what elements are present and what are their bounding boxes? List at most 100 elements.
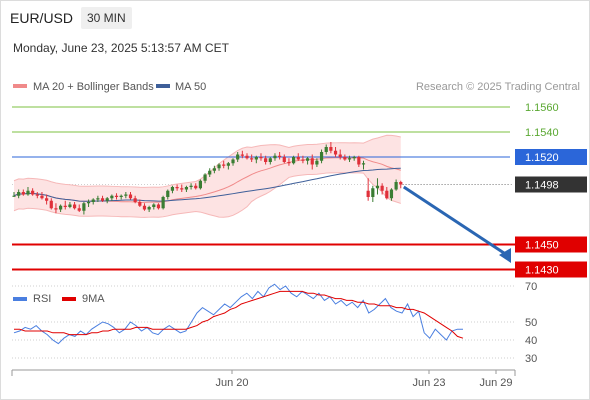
- candle-body: [119, 195, 123, 197]
- candle-body: [212, 168, 216, 171]
- candle-body: [394, 182, 398, 190]
- candle-body: [82, 203, 86, 211]
- candle-body: [301, 159, 305, 161]
- candle-body: [138, 202, 142, 206]
- rsi-tick-50: 50: [525, 317, 537, 329]
- candle-body: [184, 187, 189, 190]
- candle-body: [180, 188, 184, 190]
- candle-body: [324, 147, 328, 152]
- candle-body: [40, 195, 44, 199]
- candle-body: [338, 154, 342, 157]
- ma50-legend-swatch: [156, 84, 170, 88]
- bollinger-lower: [13, 172, 401, 218]
- rsi-legend-label: RSI: [33, 293, 51, 305]
- candle-body: [128, 194, 133, 199]
- candle-body: [59, 205, 63, 210]
- candle-body: [273, 155, 277, 159]
- rsi-tick-30: 30: [525, 353, 537, 365]
- level-label-1.1520: 1.1520: [525, 152, 559, 164]
- candle-body: [310, 158, 314, 165]
- candle-body: [166, 190, 170, 197]
- candle-body: [91, 199, 95, 202]
- rsi-line: [13, 283, 463, 345]
- candle-body: [175, 187, 179, 189]
- x-tick-label: Jun 29: [479, 377, 512, 389]
- level-label-1.1450: 1.1450: [525, 240, 559, 252]
- level-box-1.1520: [515, 149, 587, 165]
- candle-body: [72, 204, 77, 209]
- candle-body: [259, 157, 263, 159]
- candle-body: [231, 159, 235, 164]
- candle-body: [352, 157, 356, 159]
- candle-body: [49, 200, 53, 209]
- candle-body: [26, 190, 30, 195]
- candle-body: [240, 154, 244, 156]
- candle-body: [63, 205, 67, 207]
- candle-body: [208, 170, 212, 175]
- forecast-arrow: [402, 185, 508, 257]
- candle-body: [86, 202, 91, 204]
- timestamp: Monday, June 23, 2025 5:13:57 AM CET: [13, 41, 229, 55]
- level-box-1.1430: [515, 261, 587, 278]
- credit-text: Research © 2025 Trading Central: [416, 81, 580, 93]
- ma20-legend-label: MA 20 + Bollinger Bands: [33, 81, 154, 93]
- candle-body: [21, 192, 25, 195]
- candle-body: [156, 204, 161, 209]
- ma50-line: [13, 167, 401, 202]
- candle-body: [226, 163, 230, 166]
- candle-body: [31, 190, 35, 195]
- candle-body: [54, 208, 58, 210]
- candle-body: [287, 162, 291, 164]
- candle-body: [343, 157, 347, 160]
- candle-body: [152, 204, 156, 207]
- candle-body: [385, 190, 389, 199]
- candle-body: [357, 157, 361, 165]
- candle-body: [292, 157, 296, 164]
- last-price-box: [515, 176, 587, 193]
- x-tick-label: Jun 20: [215, 377, 248, 389]
- rsi-tick-40: 40: [525, 335, 537, 347]
- candle-body: [366, 190, 370, 197]
- candle-body: [124, 194, 128, 196]
- candle-body: [305, 158, 310, 161]
- candle-body: [315, 160, 319, 165]
- candle-body: [268, 158, 272, 162]
- candle-body: [361, 163, 366, 165]
- candle-body: [142, 205, 147, 210]
- candle-body: [282, 157, 286, 162]
- candle-body: [264, 158, 268, 162]
- candle-body: [371, 188, 375, 197]
- candle-body: [203, 174, 207, 181]
- candle-body: [105, 198, 109, 201]
- candle-body: [389, 189, 394, 199]
- bollinger-band: [14, 135, 401, 218]
- candle-body: [77, 208, 81, 211]
- candle-body: [333, 150, 338, 155]
- candle-body: [254, 157, 258, 160]
- candle-body: [17, 192, 21, 196]
- bollinger-upper: [13, 134, 401, 188]
- timeframe-badge[interactable]: 30 MIN: [81, 7, 132, 29]
- candle-body: [375, 185, 380, 189]
- forecast-arrow-head: [499, 248, 511, 263]
- candle-body: [68, 204, 72, 207]
- candle-body: [161, 197, 165, 209]
- level-box-1.1450: [515, 236, 587, 253]
- candle-body: [296, 157, 300, 160]
- last-price-label: 1.1498: [525, 180, 559, 192]
- candle-body: [194, 185, 198, 189]
- candle-body: [133, 198, 137, 202]
- candle-body: [170, 187, 175, 191]
- candle-body: [96, 198, 100, 200]
- x-tick-label: Jun 23: [412, 377, 445, 389]
- rsi-tick-70: 70: [525, 281, 537, 293]
- candle-body: [319, 152, 324, 161]
- candle-body: [245, 155, 249, 159]
- candle-body: [222, 164, 226, 166]
- candle-body: [35, 194, 39, 196]
- candle-body: [250, 158, 254, 160]
- candle-body: [278, 155, 282, 157]
- level-label-1.1540: 1.1540: [525, 127, 559, 139]
- candle-body: [12, 195, 16, 197]
